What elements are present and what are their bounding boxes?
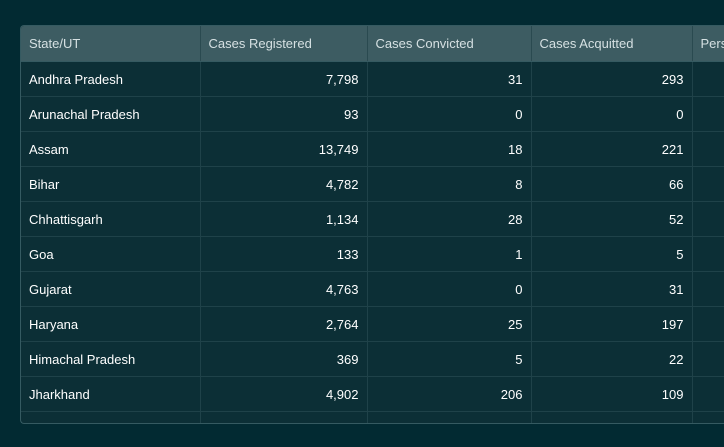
cell-persons [692,376,724,412]
table-row: Bihar 4,782 8 66 [21,166,724,202]
cell-cases-registered: 93 [200,96,368,132]
cell-cases-registered: 13,749 [200,131,368,167]
cell-persons [692,61,724,97]
table-row: Assam 13,749 18 221 [21,131,724,167]
cell-cases-acquitted: 293 [531,61,693,97]
cell-state: Chhattisgarh [21,201,201,237]
column-header-cases-acquitted[interactable]: Cases Acquitted [531,26,693,62]
cell-persons [692,271,724,307]
column-header-state[interactable]: State/UT [21,26,201,62]
cell-cases-convicted: 0 [367,96,532,132]
cell-cases-acquitted: 109 [531,376,693,412]
table-row: Haryana 2,764 25 197 [21,306,724,342]
cell-cases-acquitted: 197 [531,306,693,342]
cell-cases-convicted: 206 [367,376,532,412]
cell-cases-registered: 133 [200,236,368,272]
table-header: State/UT Cases Registered Cases Convicte… [21,26,724,62]
table-body: Andhra Pradesh 7,798 31 293 Arunachal Prades… [21,61,724,423]
cell-cases-acquitted: 0 [531,96,693,132]
cell-cases-acquitted: 31 [531,271,693,307]
cell-state: Andhra Pradesh [21,61,201,97]
column-header-cases-registered[interactable]: Cases Registered [200,26,368,62]
cell-state: Himachal Pradesh [21,341,201,377]
data-table: State/UT Cases Registered Cases Convicte… [21,26,724,423]
cell-cases-acquitted: 66 [531,166,693,202]
cell-empty [692,411,724,423]
table-row: Arunachal Pradesh 93 0 0 [21,96,724,132]
cell-cases-acquitted: 5 [531,236,693,272]
cell-empty [21,411,201,423]
cell-state: Goa [21,236,201,272]
cell-state: Haryana [21,306,201,342]
cell-cases-registered: 4,902 [200,376,368,412]
cell-cases-acquitted: 221 [531,131,693,167]
cell-empty [531,411,693,423]
cell-cases-convicted: 5 [367,341,532,377]
cell-cases-convicted: 8 [367,166,532,202]
table-row: Jharkhand 4,902 206 109 [21,376,724,412]
cell-state: Jharkhand [21,376,201,412]
cell-persons [692,306,724,342]
cell-cases-registered: 4,782 [200,166,368,202]
data-table-container[interactable]: State/UT Cases Registered Cases Convicte… [20,25,724,424]
cell-persons [692,96,724,132]
cell-cases-convicted: 1 [367,236,532,272]
cell-cases-convicted: 31 [367,61,532,97]
cell-persons [692,236,724,272]
cell-state: Gujarat [21,271,201,307]
cell-cases-registered: 1,134 [200,201,368,237]
cell-cases-acquitted: 22 [531,341,693,377]
cell-persons [692,201,724,237]
cell-persons [692,131,724,167]
cell-cases-registered: 2,764 [200,306,368,342]
cell-persons [692,341,724,377]
cell-cases-convicted: 0 [367,271,532,307]
cell-cases-convicted: 18 [367,131,532,167]
cell-cases-convicted: 28 [367,201,532,237]
cell-empty [200,411,368,423]
table-row [21,411,724,423]
cell-cases-registered: 4,763 [200,271,368,307]
table-row: Andhra Pradesh 7,798 31 293 [21,61,724,97]
table-row: Chhattisgarh 1,134 28 52 [21,201,724,237]
cell-state: Arunachal Pradesh [21,96,201,132]
table-row: Himachal Pradesh 369 5 22 [21,341,724,377]
cell-cases-registered: 369 [200,341,368,377]
cell-cases-convicted: 25 [367,306,532,342]
column-header-persons[interactable]: Pers [692,26,724,62]
cell-cases-acquitted: 52 [531,201,693,237]
header-row: State/UT Cases Registered Cases Convicte… [21,26,724,62]
cell-empty [367,411,532,423]
cell-state: Bihar [21,166,201,202]
cell-cases-registered: 7,798 [200,61,368,97]
cell-persons [692,166,724,202]
cell-state: Assam [21,131,201,167]
table-row: Goa 133 1 5 [21,236,724,272]
column-header-cases-convicted[interactable]: Cases Convicted [367,26,532,62]
table-row: Gujarat 4,763 0 31 [21,271,724,307]
